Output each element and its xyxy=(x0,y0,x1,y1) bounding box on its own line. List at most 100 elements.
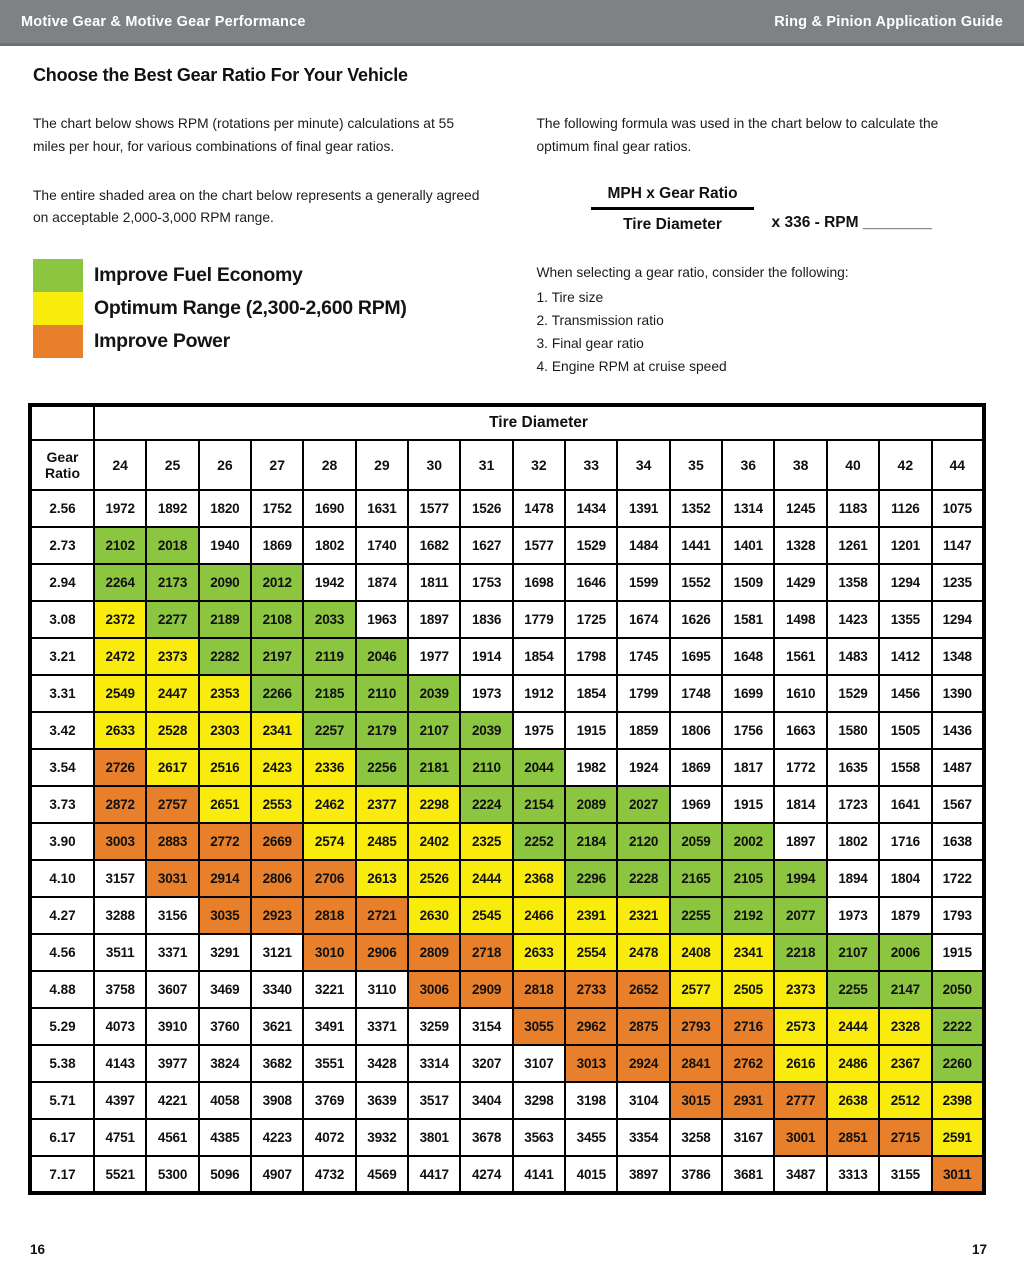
rpm-cell: 3491 xyxy=(302,1007,357,1047)
rpm-cell: 1328 xyxy=(773,526,828,566)
rpm-cell: 1914 xyxy=(459,637,514,677)
rpm-cell: 4417 xyxy=(407,1155,462,1195)
rpm-cell: 1391 xyxy=(616,489,671,529)
rpm-cell: 2255 xyxy=(825,970,881,1010)
rpm-cell: 3198 xyxy=(564,1081,619,1121)
rpm-cell: 2147 xyxy=(878,970,933,1010)
rpm-cell: 1646 xyxy=(564,563,619,603)
rpm-cell: 1722 xyxy=(930,859,985,899)
table-row: 5.29 4073 3910 3760 3621 3491 3371 3259 3154 3055… xyxy=(29,1007,985,1047)
rpm-cell: 2181 xyxy=(407,748,462,788)
rpm-cell: 1412 xyxy=(878,637,933,677)
rpm-cell: 1799 xyxy=(616,674,671,714)
rpm-cell: 1940 xyxy=(197,526,253,566)
rpm-cell: 1201 xyxy=(878,526,933,566)
rpm-cell: 1434 xyxy=(564,489,619,529)
rpm-cell: 3908 xyxy=(250,1081,305,1121)
rpm-cell: 2762 xyxy=(721,1044,776,1084)
considerations-list: 1. Tire size 2. Transmission ratio 3. Fi… xyxy=(536,286,991,378)
gear-ratio-cell: 3.73 xyxy=(29,785,95,825)
tire-diameter-col-header: 35 xyxy=(668,439,724,492)
rpm-cell: 2353 xyxy=(197,674,253,714)
rpm-cell: 3469 xyxy=(197,970,253,1010)
rpm-cell: 1529 xyxy=(564,526,619,566)
rpm-cell: 1478 xyxy=(511,489,567,529)
tire-diameter-col-header: 29 xyxy=(354,439,410,492)
rpm-cell: 4274 xyxy=(459,1155,514,1195)
rpm-cell: 2818 xyxy=(511,970,567,1010)
rpm-cell: 2368 xyxy=(511,859,567,899)
legend-row-fuel-economy: Improve Fuel Economy xyxy=(33,259,489,292)
rpm-cell: 2173 xyxy=(145,563,200,603)
rpm-cell: 1969 xyxy=(668,785,724,825)
rpm-cell: 2107 xyxy=(825,933,881,973)
rpm-cell: 2573 xyxy=(773,1007,828,1047)
rpm-cell: 2906 xyxy=(354,933,410,973)
rpm-table: Tire Diameter Gear Ratio 24 25 26 27 28 29 30 31 3… xyxy=(28,403,986,1196)
gear-ratio-cell: 3.08 xyxy=(29,600,95,640)
rpm-cell: 1526 xyxy=(459,489,514,529)
rpm-cell: 1973 xyxy=(825,896,881,936)
rpm-cell: 2255 xyxy=(668,896,724,936)
rpm-cell: 2341 xyxy=(250,711,305,751)
rpm-cell: 1975 xyxy=(511,711,567,751)
rpm-cell: 2059 xyxy=(668,822,724,862)
table-row: 4.27 3288 3156 3035 2923 2818 2721 2630 2545 2466… xyxy=(29,896,985,936)
rpm-cell: 2039 xyxy=(407,674,462,714)
rpm-cell: 3511 xyxy=(92,933,148,973)
intro-columns: The chart below shows RPM (rotations per… xyxy=(33,113,991,378)
rpm-cell: 2402 xyxy=(407,822,462,862)
rpm-cell: 2526 xyxy=(407,859,462,899)
rpm-cell: 2002 xyxy=(721,822,776,862)
formula-denominator: Tire Diameter xyxy=(623,215,722,233)
rpm-cell: 3314 xyxy=(407,1044,462,1084)
gear-ratio-cell: 5.29 xyxy=(29,1007,95,1047)
rpm-cell: 3769 xyxy=(302,1081,357,1121)
table-row: 3.54 2726 2617 2516 2423 2336 2256 2181 2110 2044… xyxy=(29,748,985,788)
rpm-cell: 2296 xyxy=(564,859,619,899)
rpm-cell: 1699 xyxy=(721,674,776,714)
rpm-cell: 1558 xyxy=(878,748,933,788)
gear-ratio-formula: MPH x Gear Ratio Tire Diameter x 336 - R… xyxy=(591,185,991,234)
rpm-cell: 2328 xyxy=(878,1007,933,1047)
table-row: 2.73 2102 2018 1940 1869 1802 1740 1682 1627 1577… xyxy=(29,526,985,566)
rpm-cell: 2044 xyxy=(511,748,567,788)
rpm-cell: 3801 xyxy=(407,1118,462,1158)
rpm-cell: 1245 xyxy=(773,489,828,529)
table-row: 3.08 2372 2277 2189 2108 2033 1963 1897 1836 1779… xyxy=(29,600,985,640)
gear-ratio-cell: 4.56 xyxy=(29,933,95,973)
rpm-cell: 2039 xyxy=(459,711,514,751)
green-swatch xyxy=(33,259,83,292)
formula-numerator: MPH x Gear Ratio xyxy=(591,185,754,210)
rpm-cell: 2485 xyxy=(354,822,410,862)
rpm-cell: 1126 xyxy=(878,489,933,529)
rpm-cell: 2108 xyxy=(250,600,305,640)
rpm-cell: 3221 xyxy=(302,970,357,1010)
rpm-cell: 1487 xyxy=(930,748,985,788)
rpm-cell: 1509 xyxy=(721,563,776,603)
rpm-cell: 2105 xyxy=(721,859,776,899)
table-row: 3.42 2633 2528 2303 2341 2257 2179 2107 2039 1975… xyxy=(29,711,985,751)
rpm-cell: 2772 xyxy=(197,822,253,862)
table-row: 4.88 3758 3607 3469 3340 3221 3110 3006 2909 2818… xyxy=(29,970,985,1010)
table-row: 3.31 2549 2447 2353 2266 2185 2110 2039 1973 1912… xyxy=(29,674,985,714)
intro-right-column: The following formula was used in the ch… xyxy=(536,113,991,378)
rpm-cell: 4751 xyxy=(92,1118,148,1158)
tire-diameter-group-header: Tire Diameter xyxy=(93,404,985,442)
tire-diameter-col-header: 31 xyxy=(459,439,514,492)
rpm-cell: 3681 xyxy=(721,1155,776,1195)
rpm-cell: 2528 xyxy=(145,711,200,751)
rpm-cell: 2841 xyxy=(668,1044,724,1084)
rpm-cell: 2924 xyxy=(616,1044,671,1084)
rpm-cell: 2252 xyxy=(511,822,567,862)
rpm-cell: 2192 xyxy=(721,896,776,936)
rpm-cell: 1915 xyxy=(721,785,776,825)
rpm-cell: 1484 xyxy=(616,526,671,566)
consideration-final-gear-ratio: 3. Final gear ratio xyxy=(536,336,644,352)
rpm-cell: 1626 xyxy=(668,600,724,640)
tire-diameter-col-header: 44 xyxy=(930,439,985,492)
rpm-cell: 3207 xyxy=(459,1044,514,1084)
rpm-cell: 1483 xyxy=(825,637,881,677)
rpm-cell: 1723 xyxy=(825,785,881,825)
rpm-cell: 1874 xyxy=(354,563,410,603)
